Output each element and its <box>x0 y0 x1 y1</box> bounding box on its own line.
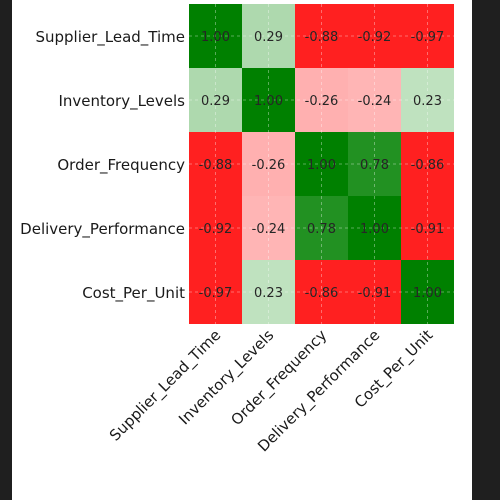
y-tick-label: Inventory_Levels <box>58 92 185 111</box>
heatmap-cell <box>348 68 401 132</box>
heatmap-cell <box>242 132 295 196</box>
heatmap-cell-value: 0.29 <box>201 94 230 109</box>
heatmap-gridlines <box>189 4 454 324</box>
heatmap-cell-value: -0.88 <box>305 30 339 45</box>
heatmap-cell-value: 0.29 <box>254 30 283 45</box>
y-tick-label: Delivery_Performance <box>20 220 185 239</box>
heatmap-cell <box>242 260 295 324</box>
heatmap-value-labels: 1.00 0.29 -0.88 -0.92 -0.97 0.29 1.00 -0.26 -0.2… <box>199 30 445 301</box>
heatmap-cell-value: -0.97 <box>199 286 233 301</box>
heatmap-cell <box>348 260 401 324</box>
heatmap-cell <box>189 132 242 196</box>
heatmap-cell <box>295 68 348 132</box>
x-tick-labels: Supplier_Lead_TimeInventory_LevelsOrder_… <box>106 326 437 456</box>
heatmap-cell-value: -0.24 <box>358 94 392 109</box>
heatmap-cell-value: -0.24 <box>252 222 286 237</box>
heatmap-cell-value: 1.00 <box>201 30 230 45</box>
heatmap-cell-value: 0.78 <box>307 222 336 237</box>
heatmap-cell <box>295 260 348 324</box>
heatmap-cell-value: 1.00 <box>413 286 442 301</box>
heatmap-cell-value: -0.91 <box>358 286 392 301</box>
heatmap-cells <box>189 4 454 324</box>
heatmap-cell-value: 1.00 <box>307 158 336 173</box>
heatmap-cell-value: -0.97 <box>411 30 445 45</box>
heatmap-cell-value: -0.26 <box>252 158 286 173</box>
heatmap-cell-value: 0.78 <box>360 158 389 173</box>
heatmap-cell <box>401 132 454 196</box>
heatmap-cell-value: -0.86 <box>411 158 445 173</box>
x-tick-label: Order_Frequency <box>227 326 331 430</box>
heatmap-cell <box>242 68 295 132</box>
heatmap-cell <box>401 4 454 68</box>
heatmap-cell <box>401 260 454 324</box>
y-tick-labels: Supplier_Lead_Time Inventory_Levels Order_… <box>20 28 185 303</box>
heatmap-cell <box>348 4 401 68</box>
heatmap-cell-value: -0.88 <box>199 158 233 173</box>
heatmap-cell <box>401 196 454 260</box>
heatmap-cell-value: -0.92 <box>358 30 392 45</box>
heatmap-cell-value: -0.91 <box>411 222 445 237</box>
heatmap-cell <box>189 68 242 132</box>
heatmap-cell-value: 0.23 <box>413 94 442 109</box>
heatmap-cell <box>295 196 348 260</box>
heatmap-cell <box>242 4 295 68</box>
heatmap-cell-value: 1.00 <box>254 94 283 109</box>
heatmap-cell <box>189 260 242 324</box>
heatmap-cell-value: 1.00 <box>360 222 389 237</box>
y-tick-label: Order_Frequency <box>57 156 185 175</box>
heatmap-cell <box>348 132 401 196</box>
heatmap-cell <box>295 132 348 196</box>
heatmap-cell <box>295 4 348 68</box>
heatmap-cell-value: -0.86 <box>305 286 339 301</box>
heatmap-cell <box>348 196 401 260</box>
y-tick-label: Cost_Per_Unit <box>82 284 185 303</box>
heatmap-cell-value: 0.23 <box>254 286 283 301</box>
x-tick-label: Inventory_Levels <box>175 326 278 429</box>
heatmap-cell <box>401 68 454 132</box>
heatmap-cell <box>189 196 242 260</box>
heatmap-cell <box>242 196 295 260</box>
heatmap-cell <box>189 4 242 68</box>
heatmap-cell-value: -0.92 <box>199 222 233 237</box>
y-tick-label: Supplier_Lead_Time <box>35 28 185 47</box>
heatmap-cell-value: -0.26 <box>305 94 339 109</box>
